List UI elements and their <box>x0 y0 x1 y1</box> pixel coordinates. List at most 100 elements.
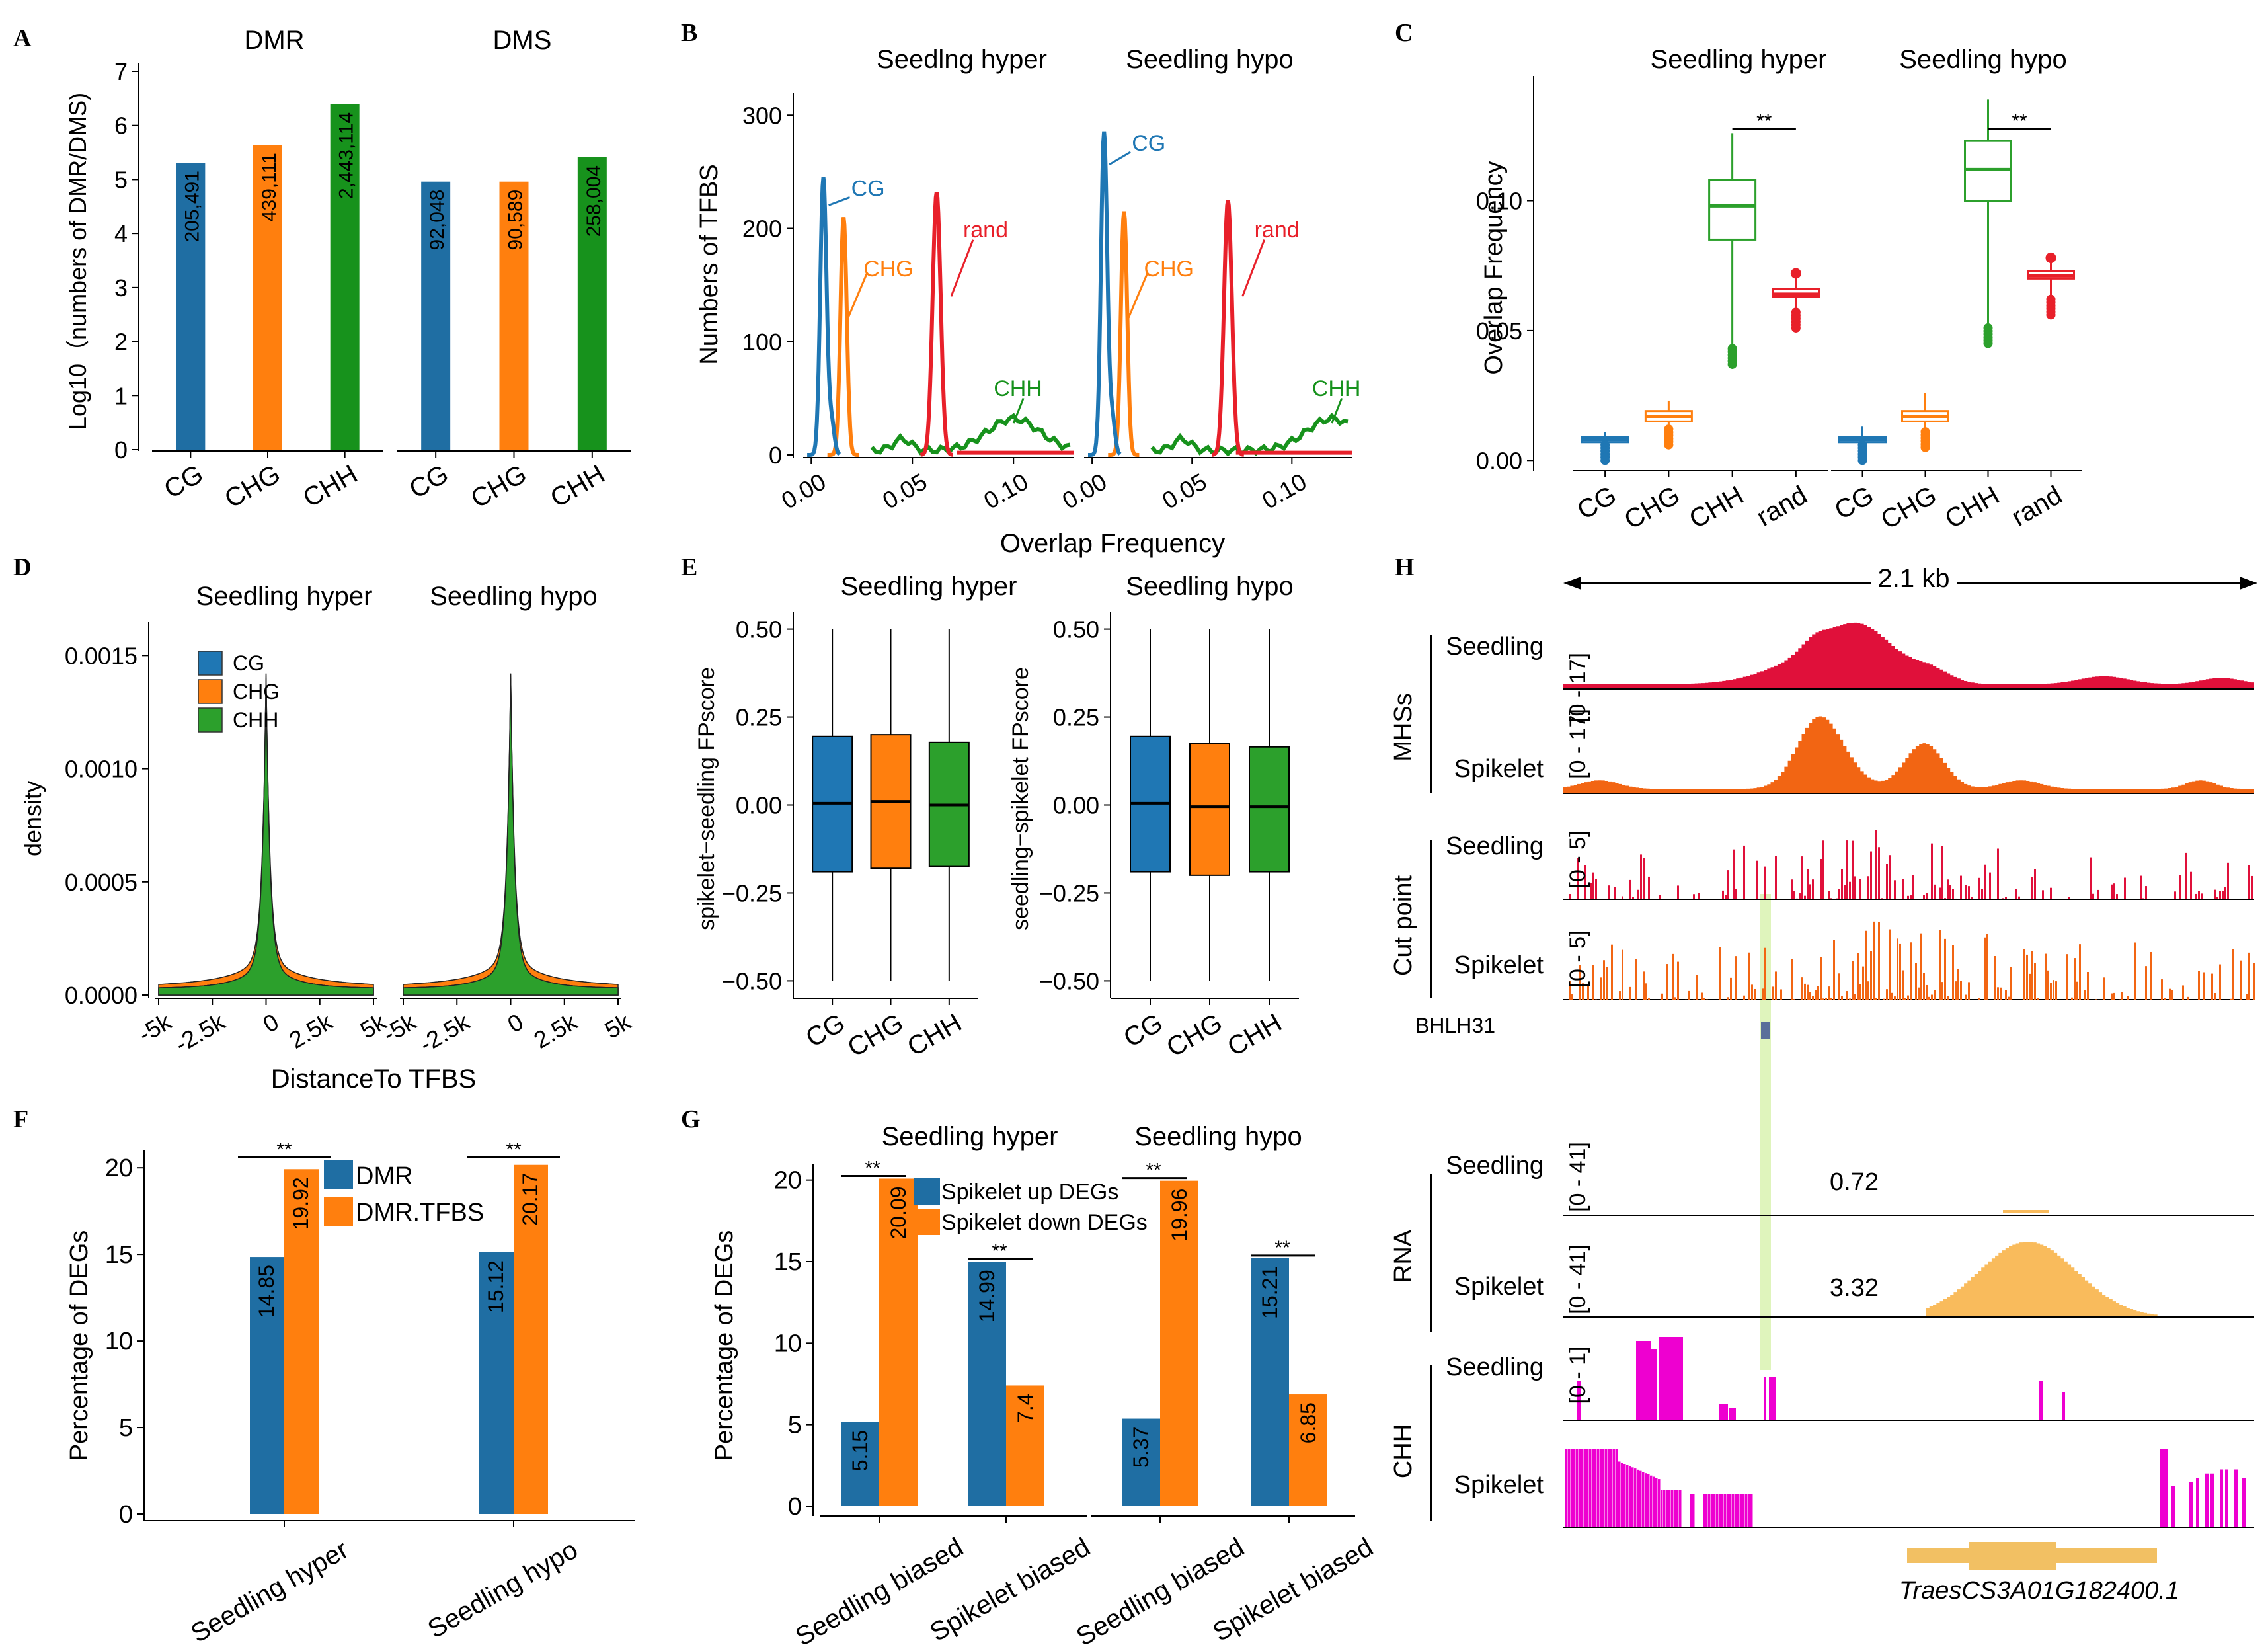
chh-bar-spikelet <box>1600 1449 1602 1527</box>
bar-dmr-chg <box>253 145 282 450</box>
panel-e-letter: E <box>681 553 697 581</box>
cut-bar-spikelet <box>1801 977 1803 1000</box>
tick-label: 0.00 <box>736 792 782 819</box>
cut-bar-seedling <box>1764 866 1766 899</box>
gene-model <box>1907 1542 2157 1570</box>
rna-value-spikelet: 3.32 <box>1830 1274 1879 1302</box>
tick-label: 3 <box>114 274 128 301</box>
cut-bar-spikelet <box>1978 998 1980 1000</box>
chh-bar-spikelet <box>1721 1494 1724 1527</box>
panel-g-letter: G <box>681 1105 701 1133</box>
cut-bar-spikelet <box>1891 992 1893 1000</box>
bar-value-label: 15.12 <box>484 1260 508 1313</box>
motif-mark <box>1761 1022 1770 1039</box>
cut-bar-seedling <box>2227 862 2229 899</box>
tick-label: 0.50 <box>1053 616 1099 643</box>
cut-bar-seedling <box>2042 890 2044 899</box>
cut-bar-seedling <box>1846 840 1848 899</box>
outlier <box>1791 323 1801 333</box>
chh-bar-spikelet <box>1692 1494 1695 1527</box>
chh-bar-spikelet <box>1679 1490 1682 1527</box>
cut-bar-spikelet <box>1825 998 1827 1000</box>
cut-bar-spikelet <box>1648 998 1650 1000</box>
tick-label: 20 <box>105 1154 133 1182</box>
cut-bar-seedling <box>1838 889 1840 899</box>
cut-bar-spikelet <box>2047 970 2049 1000</box>
cut-bar-spikelet <box>2034 963 2036 1000</box>
gene-label: TraesCS3A01G182400.1 <box>1899 1577 2179 1605</box>
tick-label: 0.25 <box>1053 704 1099 731</box>
group-label-mhss: MHSs <box>1389 693 1417 761</box>
cut-bar-spikelet <box>1994 956 1996 1000</box>
cut-bar-seedling <box>2198 891 2200 899</box>
cut-bar-seedling <box>1965 885 1967 899</box>
cut-bar-spikelet <box>1603 960 1605 1000</box>
panel-b: B Seedlng hyper Seedling hypo Numbers of… <box>681 19 1360 558</box>
group-label-chh: CHH <box>1389 1424 1417 1478</box>
outlier <box>1600 456 1610 465</box>
cut-bar-spikelet <box>2045 953 2047 1000</box>
chh-bar-seedling <box>1769 1377 1776 1420</box>
range-mhs-spikelet: [0 - 17] <box>1565 709 1590 779</box>
chh-bar-spikelet <box>2164 1449 2168 1527</box>
panel-c-ylabel: Overlap Frequency <box>1480 161 1508 374</box>
chh-bar-spikelet <box>1650 1475 1653 1527</box>
cut-bar-seedling <box>1622 896 1623 899</box>
cut-bar-seedling <box>1881 898 1883 899</box>
box-chg <box>1189 743 1230 876</box>
panel-g-ylabel: Percentage of DEGs <box>711 1230 738 1461</box>
tick-label: 300 <box>742 102 782 129</box>
chh-bar-spikelet <box>1645 1473 1647 1527</box>
bar-value-label: 14.99 <box>975 1269 999 1322</box>
range-rna-spikelet: [0 - 41] <box>1565 1244 1590 1314</box>
scale-bar: 2.1 kb <box>1563 564 2257 593</box>
panel-f-letter: F <box>13 1105 28 1133</box>
chh-bar-seedling <box>1719 1404 1728 1420</box>
cut-bar-seedling <box>1725 895 1727 899</box>
cut-bar-seedling <box>1791 879 1793 899</box>
cut-bar-spikelet <box>1754 988 1756 1000</box>
chh-bar-spikelet <box>1716 1494 1719 1527</box>
cut-bar-spikelet <box>1807 984 1809 1000</box>
cut-bar-seedling <box>1830 898 1832 899</box>
cut-bar-seedling <box>1923 895 1925 899</box>
cut-bar-seedling <box>1637 889 1639 899</box>
cut-bar-seedling <box>2224 887 2226 899</box>
cut-bar-seedling <box>1912 875 1914 899</box>
panel-g-legend: Spikelet up DEGs Spikelet down DEGs <box>914 1178 1148 1235</box>
chh-bar-spikelet <box>2196 1478 2199 1527</box>
chh-bar-spikelet <box>1748 1494 1750 1527</box>
track-label-rna-spikelet: Spikelet <box>1454 1273 1544 1301</box>
bar-value-label: 6.85 <box>1296 1402 1320 1443</box>
outlier <box>1664 440 1674 450</box>
panel-e-ylabel-right: seedling−spikelet FPscore <box>1008 667 1033 930</box>
bar-dms-chg <box>499 181 529 450</box>
cut-bar-spikelet <box>1849 998 1851 1000</box>
legend-label-up: Spikelet up DEGs <box>941 1180 1118 1205</box>
cut-bar-spikelet <box>1661 993 1663 1000</box>
cut-bar-seedling <box>1902 879 1904 899</box>
track-label-chh-seedling: Seedling <box>1446 1353 1544 1381</box>
cut-bar-seedling <box>2031 877 2033 899</box>
chh-bar-spikelet <box>1571 1449 1573 1527</box>
cut-bar-seedling <box>1931 843 1933 899</box>
cut-bar-seedling <box>1828 891 1830 899</box>
cut-bar-seedling <box>2174 891 2176 899</box>
cut-bar-seedling <box>1735 889 1737 899</box>
cut-bar-spikelet <box>2214 993 2216 1000</box>
annotation-chh: CHH <box>994 376 1042 401</box>
cut-bar-spikelet <box>1820 957 1822 1000</box>
chh-bar-spikelet <box>1661 1490 1663 1527</box>
cut-bar-spikelet <box>1600 977 1602 1000</box>
chh-bar-seedling <box>1651 1349 1657 1420</box>
chh-bar-spikelet <box>1605 1449 1608 1527</box>
range-cut-seedling: [0 - 5] <box>1565 831 1590 889</box>
chh-bar-spikelet <box>2225 1469 2228 1527</box>
cut-bar-seedling <box>2002 898 2004 899</box>
panel-a-y-axis: 0 1 2 3 4 5 6 7 <box>114 58 139 463</box>
legend-key-down <box>914 1209 940 1235</box>
chh-bar-spikelet <box>2242 1478 2246 1527</box>
cut-bar-seedling <box>1569 894 1571 899</box>
cut-bar-seedling <box>1756 860 1758 899</box>
cut-bar-seedling <box>1852 840 1854 899</box>
